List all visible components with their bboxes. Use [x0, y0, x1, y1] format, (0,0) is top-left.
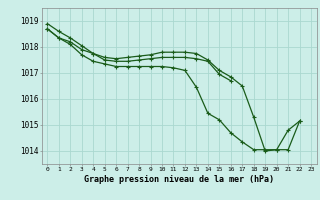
X-axis label: Graphe pression niveau de la mer (hPa): Graphe pression niveau de la mer (hPa) [84, 175, 274, 184]
